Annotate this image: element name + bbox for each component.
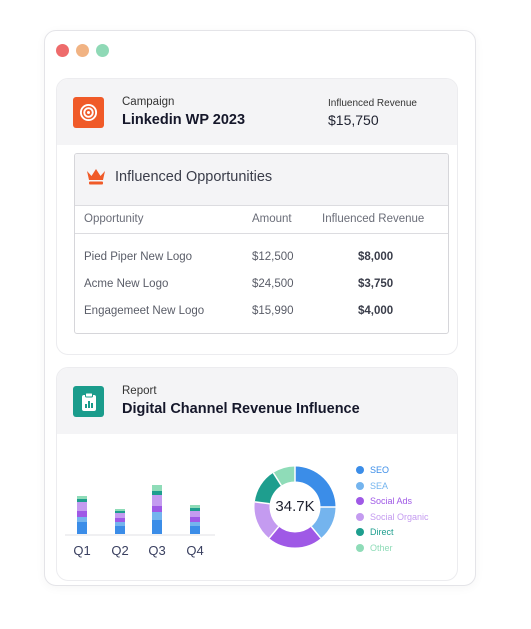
legend-swatch xyxy=(356,497,364,505)
campaign-label: Campaign xyxy=(122,96,175,108)
bar-segment-q3-sea xyxy=(152,512,162,520)
influenced-revenue-value: $15,750 xyxy=(328,112,379,128)
bar-segment-q4-social-ads xyxy=(190,517,200,522)
campaign-header: Campaign Linkedin WP 2023 Influenced Rev… xyxy=(57,79,457,145)
bar-segment-q2-direct xyxy=(115,511,125,513)
bar-segment-q2-sea xyxy=(115,522,125,526)
row-opportunity: Engagemeet New Logo xyxy=(84,305,205,317)
bar-segment-q2-other xyxy=(115,509,125,511)
bar-segment-q1-other xyxy=(77,496,87,499)
bar-segment-q1-social-ads xyxy=(77,511,87,517)
target-icon xyxy=(73,97,104,128)
donut-separator xyxy=(254,501,270,505)
legend-label: SEA xyxy=(370,480,389,491)
report-charts: Q1 Q2 Q3 Q4 34.7K SEO SEA Social Ads Social Or… xyxy=(57,434,457,580)
legend-label: Direct xyxy=(370,527,394,537)
bar-segment-q1-direct xyxy=(77,499,87,502)
campaign-card: Campaign Linkedin WP 2023 Influenced Rev… xyxy=(56,78,458,355)
bar-segment-q3-seo xyxy=(152,520,162,534)
legend-swatch xyxy=(356,466,364,474)
legend-label: SEO xyxy=(370,465,390,475)
report-name: Digital Channel Revenue Influence xyxy=(122,401,360,417)
row-amount: $12,500 xyxy=(252,251,294,263)
x-tick-label: Q1 xyxy=(73,543,90,558)
column-amount: Amount xyxy=(252,213,292,225)
donut-chart: 34.7K xyxy=(254,466,336,548)
close-window-dot[interactable] xyxy=(56,44,69,57)
bar-segment-q3-direct xyxy=(152,491,162,495)
column-opportunity: Opportunity xyxy=(84,213,144,225)
bar-segment-q3-social-ads xyxy=(152,506,162,512)
row-influenced: $3,750 xyxy=(358,278,394,290)
table-row[interactable]: Engagemeet New Logo $15,990 $4,000 xyxy=(75,305,448,323)
bar-segment-q3-other xyxy=(152,485,162,491)
minimize-window-dot[interactable] xyxy=(76,44,89,57)
bar-segment-q1-seo xyxy=(77,522,87,534)
column-influenced-revenue: Influenced Revenue xyxy=(322,213,425,225)
bar-segment-q3-social-organic xyxy=(152,495,162,506)
donut-slice-social-organic xyxy=(254,501,280,539)
opportunities-table: Influenced Opportunities Opportunity Amo… xyxy=(74,153,449,334)
clipboard-chart-icon xyxy=(73,386,104,417)
stacked-bar-chart: Q1 Q2 Q3 Q4 xyxy=(65,485,215,558)
legend-label: Other xyxy=(370,542,393,553)
donut-slice-sea xyxy=(310,506,336,539)
bar-segment-q2-seo xyxy=(115,526,125,534)
row-opportunity: Pied Piper New Logo xyxy=(84,251,193,263)
table-row[interactable]: Acme New Logo $24,500 $3,750 xyxy=(75,278,448,296)
donut-slice-other xyxy=(273,466,296,486)
x-tick-label: Q3 xyxy=(148,543,165,558)
row-amount: $15,990 xyxy=(252,305,294,317)
donut-center-value: 34.7K xyxy=(275,498,314,515)
donut-slice-seo xyxy=(294,466,336,508)
x-tick-label: Q2 xyxy=(111,543,128,558)
report-header: Report Digital Channel Revenue Influence xyxy=(57,368,457,434)
legend-swatch xyxy=(356,512,364,521)
legend-swatch xyxy=(356,528,364,536)
crown-icon xyxy=(87,169,105,185)
bar-segment-q1-sea xyxy=(77,517,87,522)
table-row[interactable]: Pied Piper New Logo $12,500 $8,000 xyxy=(75,251,448,269)
bar-segment-q4-other xyxy=(190,505,200,508)
legend-swatch xyxy=(356,481,364,490)
campaign-name: Linkedin WP 2023 xyxy=(122,112,246,128)
influenced-revenue-label: Influenced Revenue xyxy=(328,98,417,109)
bar-segment-q2-social-organic xyxy=(115,513,125,518)
report-label: Report xyxy=(122,385,157,397)
legend-swatch xyxy=(356,543,364,552)
legend-label: Social Ads xyxy=(370,496,413,506)
donut-slice-direct xyxy=(254,472,282,505)
bar-segment-q4-direct xyxy=(190,508,200,511)
donut-separator xyxy=(268,526,280,539)
table-column-header: Opportunity Amount Influenced Revenue xyxy=(75,206,448,234)
donut-slice-social-ads xyxy=(269,526,321,548)
app-window: Campaign Linkedin WP 2023 Influenced Rev… xyxy=(44,30,476,586)
bar-segment-q2-social-ads xyxy=(115,518,125,522)
donut-separator xyxy=(272,472,282,486)
legend-label: Social Organic xyxy=(370,511,429,522)
bar-segment-q4-sea xyxy=(190,522,200,526)
bar-segment-q4-seo xyxy=(190,526,200,534)
opportunities-header: Influenced Opportunities xyxy=(75,154,448,206)
x-tick-label: Q4 xyxy=(186,543,203,558)
donut-separator xyxy=(310,526,322,539)
bar-segment-q1-social-organic xyxy=(77,502,87,511)
row-influenced: $8,000 xyxy=(358,251,394,263)
opportunities-title: Influenced Opportunities xyxy=(115,169,273,185)
report-card: Report Digital Channel Revenue Influence… xyxy=(56,367,458,581)
row-influenced: $4,000 xyxy=(358,305,394,317)
row-opportunity: Acme New Logo xyxy=(84,278,169,290)
row-amount: $24,500 xyxy=(252,278,294,290)
maximize-window-dot[interactable] xyxy=(96,44,109,57)
bar-segment-q4-social-organic xyxy=(190,511,200,517)
